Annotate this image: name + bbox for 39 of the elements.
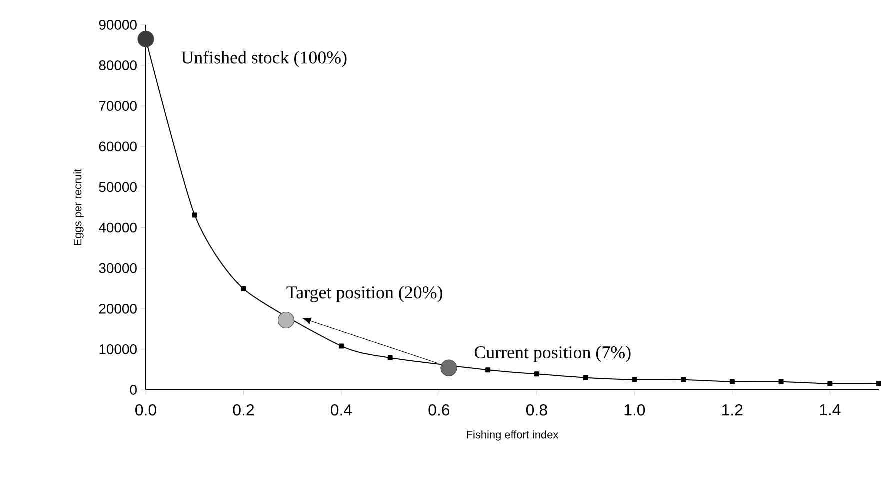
- point: [876, 381, 881, 386]
- point: [278, 312, 295, 329]
- y-tick-label: 0: [130, 385, 137, 395]
- point: [730, 379, 735, 384]
- x-tick-label: 1.4: [820, 404, 841, 416]
- point: [534, 372, 540, 377]
- point: [828, 381, 833, 386]
- y-tick-label: 90000: [99, 20, 137, 30]
- x-tick-label: 0.8: [526, 404, 548, 416]
- annotation: Target position (20%): [286, 286, 442, 302]
- point: [681, 377, 686, 382]
- point: [388, 355, 393, 360]
- y-tick-label: 60000: [99, 142, 137, 152]
- point: [583, 375, 588, 380]
- y-tick-label: 80000: [99, 60, 137, 70]
- y-axis-title: Eggs per recruit: [74, 168, 84, 246]
- point: [778, 379, 784, 384]
- point: [138, 30, 154, 48]
- annotation: Current position (7%): [474, 346, 631, 362]
- x-tick-label: 0.6: [428, 404, 450, 416]
- annotation: Unfished stock (100%): [182, 50, 347, 68]
- x-axis-title: Fishing effort index: [467, 430, 559, 441]
- y-tick-label: 10000: [100, 344, 137, 354]
- y-tick-label: 50000: [99, 182, 137, 192]
- point: [486, 368, 491, 373]
- point: [241, 286, 246, 292]
- x-tick-label: 1.2: [722, 404, 743, 416]
- x-tick-label: 0.2: [233, 404, 254, 416]
- y-tick-label: 30000: [99, 263, 137, 274]
- point: [338, 344, 344, 349]
- y-tick-label: 40000: [99, 222, 137, 233]
- x-tick-label: 1.0: [624, 404, 646, 416]
- point: [192, 212, 198, 218]
- y-tick-label: 70000: [99, 101, 137, 112]
- point: [632, 377, 638, 382]
- x-tick-label: 0.0: [136, 404, 156, 416]
- point: [440, 360, 458, 376]
- x-tick-label: 0.4: [331, 404, 352, 416]
- y-tick-label: 20000: [99, 304, 137, 314]
